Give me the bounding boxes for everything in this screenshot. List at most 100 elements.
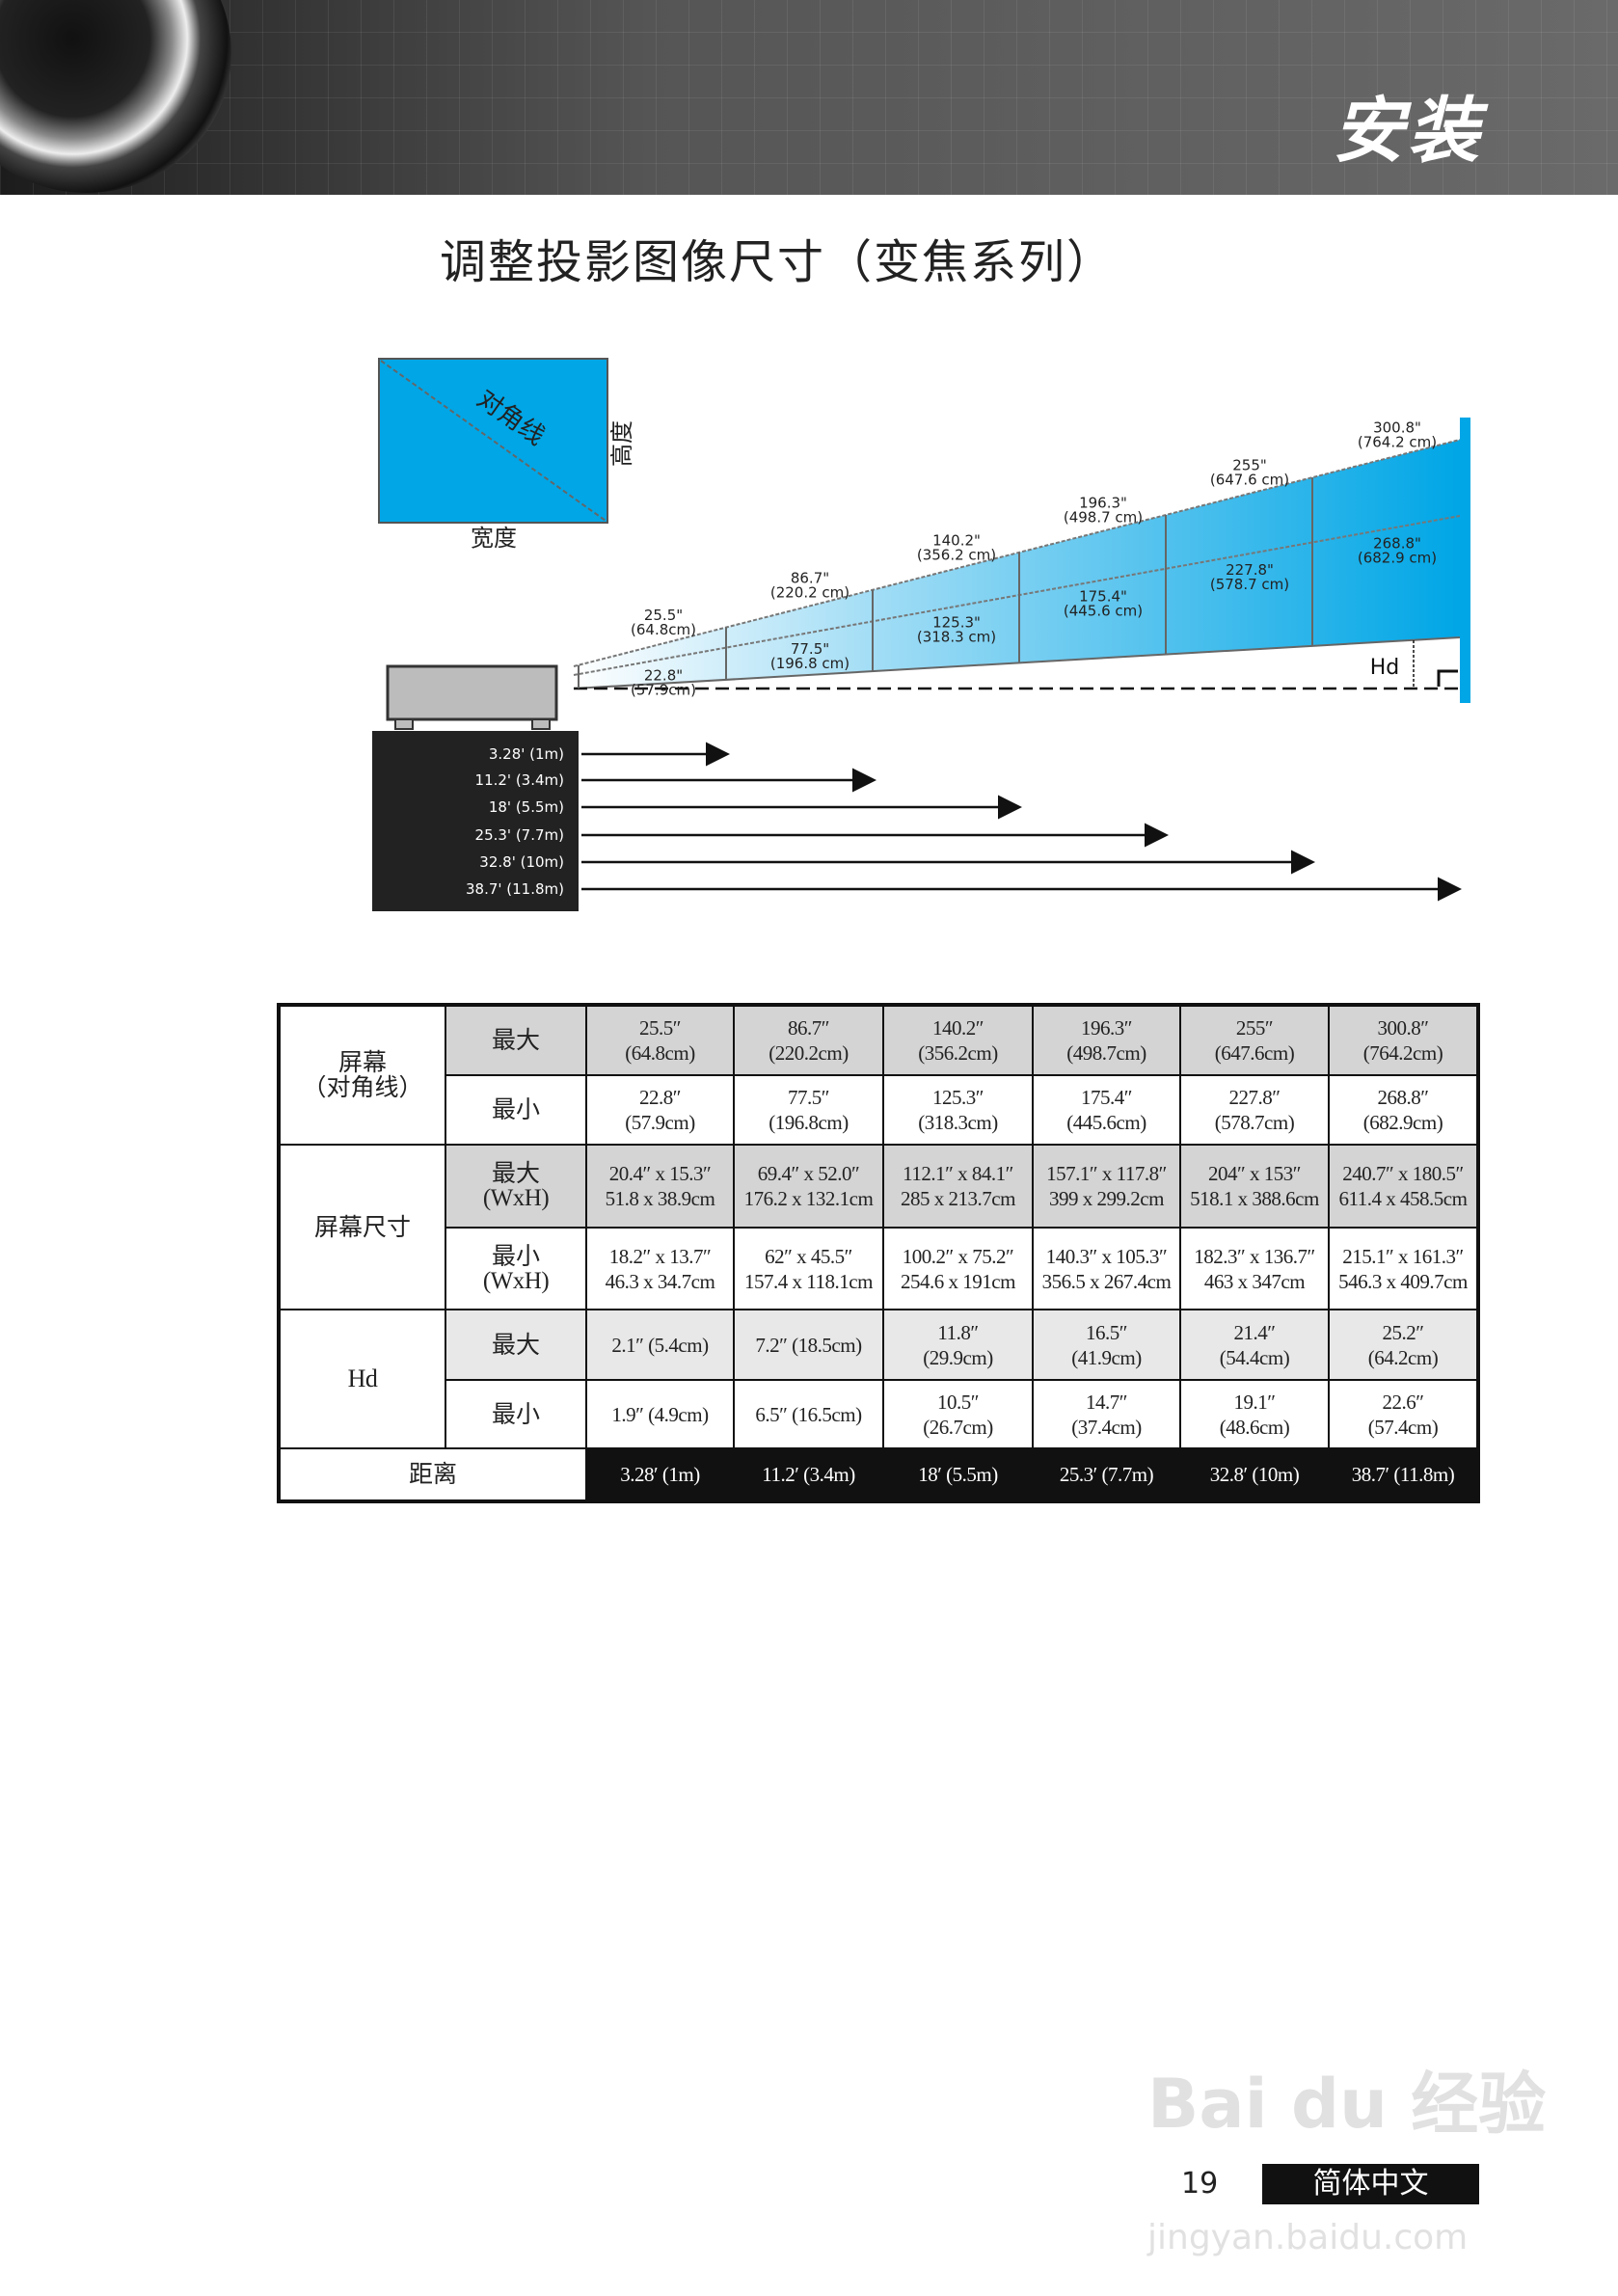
- min-size-label: (57.9cm): [631, 681, 696, 698]
- projection-beam: [574, 440, 1460, 689]
- max-size-label: (498.7 cm): [1064, 509, 1143, 527]
- min-size-label: 125.3": [932, 614, 981, 632]
- cell-line: 100.2″ x 75.2″: [902, 1244, 1014, 1268]
- cell-line: 204″ x 153″: [1208, 1162, 1302, 1185]
- cell-line: (445.6cm): [1066, 1111, 1146, 1134]
- group-label: 屏幕: [337, 1048, 387, 1076]
- table-row: 屏幕尺寸 最大 (WxH) 20.4″ x 15.3″ 51.8 x 38.9cm 69.…: [278, 1144, 1479, 1310]
- table-cell: 25.5″ (64.8cm): [585, 1004, 735, 1076]
- max-size-label: 25.5": [644, 607, 683, 624]
- cell-line: 254.6 x 191cm: [901, 1269, 1015, 1293]
- table-cell: 157.1″ x 117.8″ 399 x 299.2cm: [1032, 1144, 1181, 1229]
- min-size-label: (196.8 cm): [770, 655, 849, 672]
- distance-cell: 32.8′ (10m): [1179, 1447, 1330, 1502]
- table-cell: 20.4″ x 15.3″ 51.8 x 38.9cm: [585, 1144, 735, 1229]
- cell-line: (64.8cm): [625, 1041, 695, 1065]
- table-cell: 182.3″ x 136.7″ 463 x 347cm: [1179, 1227, 1330, 1310]
- table-cell: 16.5″ (41.9cm): [1032, 1309, 1181, 1381]
- row-label-text: 最大: [491, 1330, 540, 1359]
- cell-line: (682.9cm): [1362, 1111, 1443, 1134]
- max-size-label: (647.6 cm): [1210, 472, 1289, 489]
- max-size-label: (764.2 cm): [1358, 434, 1437, 451]
- cell-line: (54.4cm): [1219, 1345, 1290, 1369]
- cell-line: 16.5″: [1086, 1320, 1128, 1344]
- page-title: 调整投影图像尺寸（变焦系列）: [440, 235, 1116, 289]
- distance-label: 11.2' (3.4m): [475, 771, 564, 789]
- cell-line: 611.4 x 458.5cm: [1338, 1187, 1468, 1210]
- table-cell: 21.4″ (54.4cm): [1179, 1309, 1330, 1381]
- cell-line: 463 x 347cm: [1203, 1269, 1306, 1293]
- min-size-label: 22.8": [644, 666, 683, 684]
- table-row: 最小 (WxH) 18.2″ x 13.7″ 46.3 x 34.7cm 62″ x 4…: [279, 1227, 1479, 1310]
- cell-line: (764.2cm): [1362, 1041, 1443, 1065]
- cell-line: (37.4cm): [1071, 1415, 1142, 1439]
- distance-cell: 38.7′ (11.8m): [1328, 1447, 1479, 1502]
- row-label: 最大 (WxH): [445, 1144, 587, 1229]
- table-cell: 215.1″ x 161.3″ 546.3 x 409.7cm: [1328, 1227, 1479, 1310]
- table-cell: 240.7″ x 180.5″ 611.4 x 458.5cm: [1328, 1144, 1479, 1229]
- cell-line: (220.2cm): [769, 1041, 849, 1065]
- cell-line: 19.1″: [1233, 1390, 1277, 1414]
- table-cell: 14.7″ (37.4cm): [1032, 1379, 1181, 1449]
- width-label: 宽度: [471, 525, 517, 552]
- max-size-label: 196.3": [1079, 495, 1127, 512]
- row-label-text: 最小: [491, 1399, 540, 1428]
- table-cell: 300.8″ (764.2cm): [1328, 1004, 1479, 1076]
- cell-line: 300.8″: [1377, 1016, 1430, 1040]
- hd-label: Hd: [1370, 656, 1400, 680]
- table-cell: 1.9″ (4.9cm): [585, 1379, 735, 1449]
- cell-line: 196.3″: [1081, 1016, 1133, 1040]
- cell-line: 182.3″ x 136.7″: [1194, 1244, 1315, 1268]
- min-size-label: (318.3 cm): [917, 629, 996, 646]
- row-label-text: 最小: [491, 1095, 540, 1123]
- max-size-label: 140.2": [932, 531, 981, 549]
- table-cell: 19.1″ (48.6cm): [1179, 1379, 1330, 1449]
- cell-line: 77.5″: [788, 1086, 830, 1109]
- cell-line: 157.4 x 118.1cm: [744, 1269, 873, 1293]
- cell-line: 240.7″ x 180.5″: [1342, 1162, 1464, 1185]
- table-cell: 86.7″ (220.2cm): [733, 1004, 884, 1076]
- cell-line: 157.1″ x 117.8″: [1046, 1162, 1167, 1185]
- distance-label: 38.7' (11.8m): [466, 880, 564, 898]
- cell-line: (57.4cm): [1367, 1415, 1439, 1439]
- max-size-label: (356.2 cm): [917, 546, 996, 563]
- cell-line: 20.4″ x 15.3″: [608, 1162, 712, 1185]
- page-number: 19: [1181, 2167, 1219, 2201]
- cell-line: 7.2″ (18.5cm): [755, 1333, 862, 1357]
- max-size-line: [573, 439, 1461, 667]
- page-header-band: 安装: [0, 0, 1618, 195]
- table-cell: 255″ (647.6cm): [1179, 1004, 1330, 1076]
- table-cell: 140.2″ (356.2cm): [882, 1004, 1034, 1076]
- min-size-label: (445.6 cm): [1064, 602, 1143, 619]
- min-size-label: 227.8": [1226, 561, 1274, 579]
- table-cell: 22.6″ (57.4cm): [1328, 1379, 1479, 1449]
- cell-line: 356.5 x 267.4cm: [1041, 1269, 1172, 1293]
- max-size-label: 300.8": [1373, 419, 1421, 437]
- language-label: 简体中文: [1262, 2164, 1479, 2204]
- cell-line: 285 x 213.7cm: [901, 1187, 1015, 1210]
- max-size-label: (64.8cm): [631, 621, 696, 638]
- cell-line: 215.1″ x 161.3″: [1342, 1244, 1464, 1268]
- max-size-label: (220.2 cm): [770, 583, 849, 601]
- table-row: Hd 最大 2.1″ (5.4cm) 7.2″ (18.5cm) 11.8″ (29.9c…: [278, 1309, 1479, 1449]
- projector-foot-left: [394, 718, 414, 730]
- min-size-label: (682.9 cm): [1358, 550, 1437, 567]
- cell-line: 62″ x 45.5″: [765, 1244, 852, 1268]
- cell-line: 22.6″: [1382, 1390, 1425, 1414]
- row-label-text: (WxH): [482, 1185, 550, 1211]
- cell-line: (578.7cm): [1214, 1111, 1295, 1134]
- spec-table: 屏幕 （对角线） 最大 25.5″ (64.8cm) 86.7″ (220.2cm) 140.…: [277, 1003, 1480, 1503]
- table-cell: 196.3″ (498.7cm): [1032, 1004, 1181, 1076]
- row-label-text: (WxH): [482, 1267, 550, 1294]
- row-group-screen-diagonal: 屏幕 （对角线）: [278, 1004, 446, 1146]
- cell-line: (356.2cm): [918, 1041, 998, 1065]
- projection-diagram: 对角线 高度 宽度 25.5"(64.8cm)22.8"(57.9cm)86.7…: [372, 358, 1470, 911]
- min-size-label: 77.5": [791, 640, 829, 658]
- distance-header: 距离: [278, 1447, 587, 1502]
- cell-line: 175.4″: [1081, 1086, 1133, 1109]
- table-cell: 227.8″ (578.7cm): [1179, 1074, 1330, 1146]
- table-cell: 112.1″ x 84.1″ 285 x 213.7cm: [882, 1144, 1034, 1229]
- cell-line: 51.8 x 38.9cm: [605, 1187, 715, 1210]
- cell-line: 22.8″: [639, 1086, 682, 1109]
- row-label: 最大: [445, 1309, 587, 1381]
